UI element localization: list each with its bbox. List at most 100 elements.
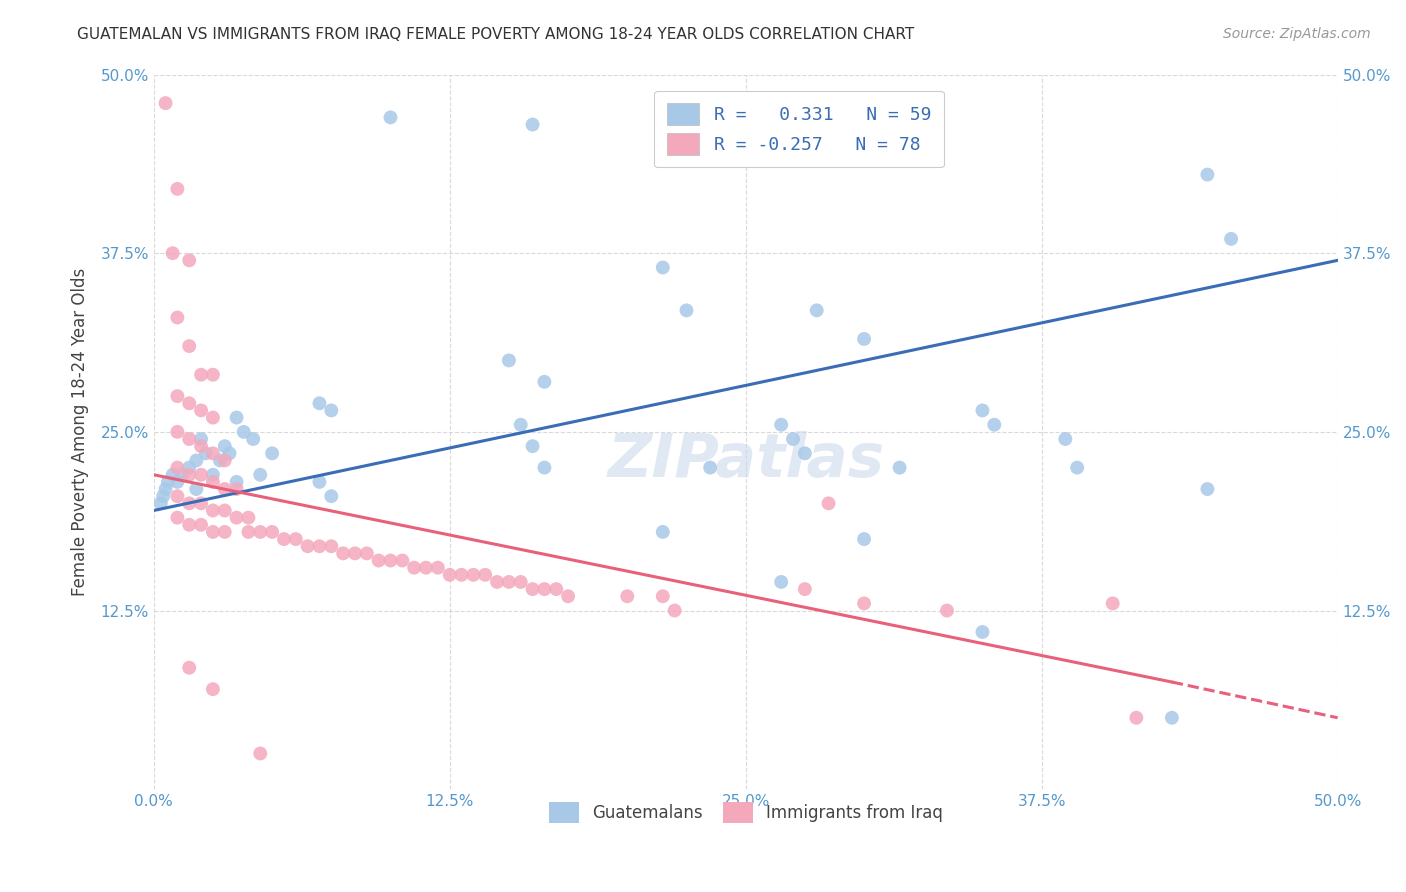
Point (179, 496, 201, 510)
Point (225, 475, 247, 489)
Point (214, 439, 236, 453)
Point (391, 553, 413, 567)
Point (664, 603, 686, 617)
Point (179, 517, 201, 532)
Point (166, 310, 188, 325)
Point (179, 661, 201, 675)
Point (249, 747, 271, 761)
Legend: Guatemalans, Immigrants from Iraq: Guatemalans, Immigrants from Iraq (537, 791, 955, 835)
Point (166, 475, 188, 489)
Point (214, 524, 236, 539)
Point (1101, 596, 1123, 610)
Point (699, 460, 721, 475)
Point (1125, 711, 1147, 725)
Point (533, 375, 555, 389)
Point (1018, 38, 1040, 53)
Point (675, 303, 697, 318)
Point (190, 432, 212, 446)
Point (380, 553, 402, 567)
Point (486, 574, 509, 589)
Point (651, 260, 673, 275)
Point (616, 589, 638, 603)
Point (450, 567, 472, 582)
Point (817, 496, 839, 510)
Point (747, 111, 769, 125)
Point (509, 574, 531, 589)
Point (218, 446, 240, 460)
Point (194, 446, 217, 460)
Point (225, 482, 247, 496)
Point (308, 475, 330, 489)
Point (321, 403, 343, 417)
Point (201, 446, 224, 460)
Point (179, 396, 201, 410)
Point (367, 553, 389, 567)
Point (936, 603, 959, 617)
Point (463, 567, 485, 582)
Point (201, 524, 224, 539)
Point (249, 524, 271, 539)
Point (793, 446, 815, 460)
Point (509, 417, 531, 432)
Point (225, 410, 247, 425)
Point (664, 153, 686, 168)
Point (152, 489, 174, 503)
Point (190, 467, 212, 482)
Point (853, 596, 876, 610)
Point (232, 425, 254, 439)
Point (972, 403, 994, 417)
Point (651, 589, 673, 603)
Point (522, 582, 544, 596)
Point (179, 253, 201, 268)
Point (474, 567, 496, 582)
Point (201, 682, 224, 697)
Point (179, 460, 201, 475)
Point (651, 524, 673, 539)
Point (770, 417, 793, 432)
Point (426, 560, 449, 574)
Point (262, 446, 284, 460)
Point (162, 246, 184, 260)
Point (380, 111, 402, 125)
Point (321, 539, 343, 553)
Point (1197, 168, 1219, 182)
Point (308, 396, 330, 410)
Point (156, 475, 179, 489)
Point (208, 453, 231, 467)
Point (155, 96, 177, 111)
Point (201, 475, 224, 489)
Point (262, 524, 284, 539)
Point (522, 118, 544, 132)
Point (308, 539, 330, 553)
Point (806, 303, 828, 318)
Point (297, 539, 319, 553)
Point (166, 182, 188, 196)
Point (522, 439, 544, 453)
Point (225, 510, 247, 524)
Point (1066, 460, 1088, 475)
Point (238, 510, 260, 524)
Point (321, 489, 343, 503)
Point (853, 332, 876, 346)
Point (533, 460, 555, 475)
Point (162, 467, 184, 482)
Point (214, 453, 236, 467)
Point (190, 403, 212, 417)
Point (179, 339, 201, 353)
Point (889, 460, 911, 475)
Point (439, 567, 461, 582)
Point (214, 482, 236, 496)
Text: ZIPatlas: ZIPatlas (607, 431, 884, 490)
Point (190, 368, 212, 382)
Point (770, 574, 793, 589)
Point (284, 532, 307, 546)
Y-axis label: Female Poverty Among 18-24 Year Olds: Female Poverty Among 18-24 Year Olds (72, 268, 89, 596)
Point (214, 503, 236, 517)
Point (793, 582, 815, 596)
Point (238, 524, 260, 539)
Point (498, 574, 520, 589)
Point (166, 489, 188, 503)
Point (190, 496, 212, 510)
Point (201, 503, 224, 517)
Point (533, 582, 555, 596)
